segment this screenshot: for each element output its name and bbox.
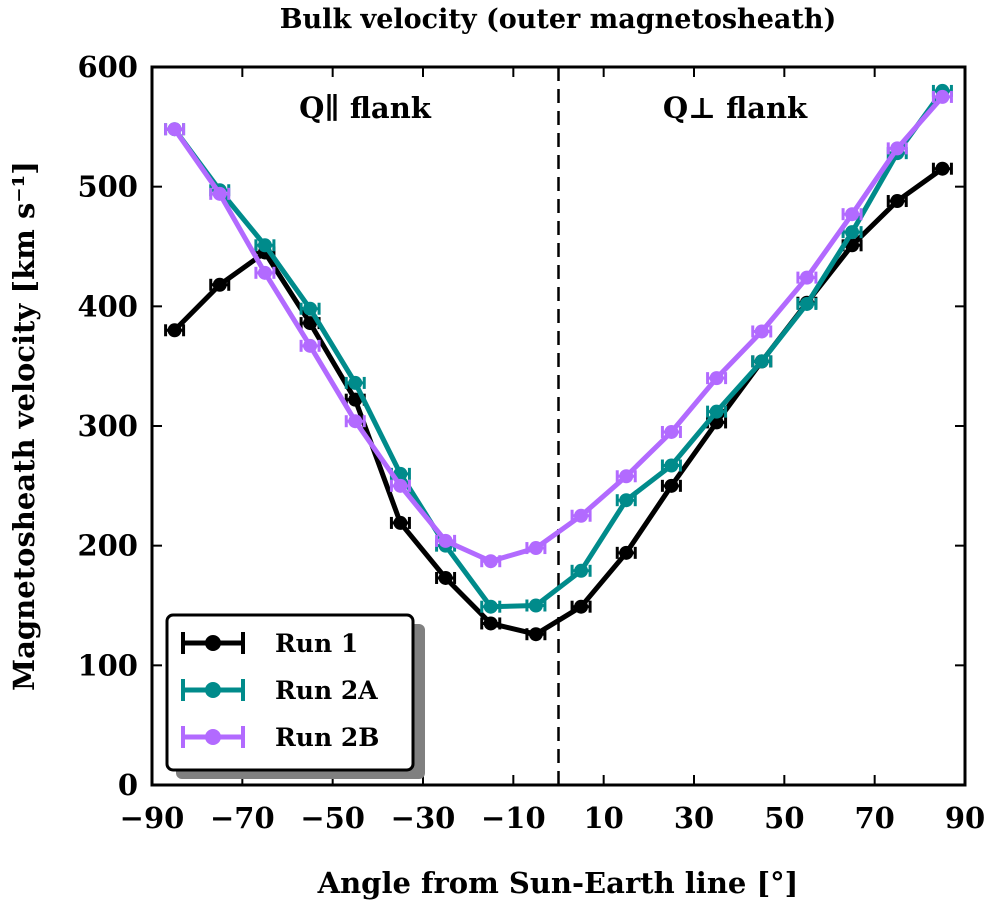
legend-label: Run 2A <box>275 676 378 705</box>
data-point <box>393 515 408 530</box>
y-tick-label: 200 <box>77 529 138 563</box>
annotation-q-parallel: Q∥ flank <box>299 91 432 125</box>
data-point <box>483 599 498 614</box>
data-point <box>167 323 182 338</box>
x-tick-label: 70 <box>854 801 894 835</box>
data-point <box>303 338 318 353</box>
data-point <box>619 545 634 560</box>
x-tick-label: −50 <box>300 801 365 835</box>
data-point <box>935 161 950 176</box>
data-point <box>212 186 227 201</box>
data-point <box>257 238 272 253</box>
series-run-2b <box>164 89 953 569</box>
data-point <box>483 616 498 631</box>
x-tick-label: −70 <box>210 801 275 835</box>
data-point <box>845 207 860 222</box>
data-point <box>574 599 589 614</box>
data-point <box>574 563 589 578</box>
y-tick-label: 100 <box>77 648 138 682</box>
plot-area: −90 −70 −50 −30 −10 10 30 50 70 90 0 100 200 300 400 50… <box>77 50 985 835</box>
x-tick-label: −10 <box>481 801 546 835</box>
data-point <box>483 554 498 569</box>
data-point <box>890 194 905 209</box>
data-point <box>303 301 318 316</box>
data-point <box>528 541 543 556</box>
legend-label: Run 1 <box>275 629 358 658</box>
data-point <box>754 354 769 369</box>
data-point <box>528 627 543 642</box>
series-line <box>172 89 945 610</box>
data-point <box>574 508 589 523</box>
x-axis-label: Angle from Sun-Earth line [°] <box>317 866 799 900</box>
y-tick-label: 600 <box>77 50 138 84</box>
data-point <box>167 122 182 137</box>
data-point <box>664 424 679 439</box>
y-tick-label: 0 <box>118 768 138 802</box>
y-tick-label: 500 <box>77 170 138 204</box>
data-point <box>664 478 679 493</box>
plot-frame <box>150 65 967 787</box>
y-axis-label: Magnetosheath velocity [km s⁻¹] <box>7 161 41 691</box>
series-line <box>172 95 945 564</box>
legend: Run 1 Run 2A Run 2B <box>165 613 425 779</box>
data-point <box>303 316 318 331</box>
legend-marker <box>205 635 221 651</box>
y-tick-label: 400 <box>77 289 138 323</box>
data-point <box>935 89 950 104</box>
data-point <box>890 141 905 156</box>
x-tick-label: 10 <box>583 801 623 835</box>
data-point <box>212 277 227 292</box>
legend-box <box>165 613 415 772</box>
legend-marker <box>205 729 221 745</box>
data-point <box>619 493 634 508</box>
data-point <box>348 375 363 390</box>
y-tick-label: 300 <box>77 409 138 443</box>
chart-title: Bulk velocity (outer magnetosheath) <box>280 4 837 35</box>
data-point <box>709 371 724 386</box>
data-point <box>845 225 860 240</box>
data-point <box>438 570 453 585</box>
legend-label: Run 2B <box>275 723 379 752</box>
x-tick-label: 90 <box>945 801 985 835</box>
data-point <box>799 270 814 285</box>
data-point <box>528 598 543 613</box>
data-point <box>257 265 272 280</box>
legend-marker <box>205 682 221 698</box>
x-tick-label: 50 <box>764 801 804 835</box>
data-point <box>348 414 363 429</box>
x-tick-label: −90 <box>120 801 185 835</box>
x-tick-label: −30 <box>391 801 456 835</box>
data-point <box>348 392 363 407</box>
data-point <box>393 478 408 493</box>
data-point <box>438 533 453 548</box>
data-point <box>754 324 769 339</box>
data-point <box>619 469 634 484</box>
annotation-q-perp: Q⊥ flank <box>663 91 808 125</box>
data-point <box>664 458 679 473</box>
data-point <box>799 296 814 311</box>
data-point <box>709 404 724 419</box>
x-tick-label: 30 <box>674 801 714 835</box>
